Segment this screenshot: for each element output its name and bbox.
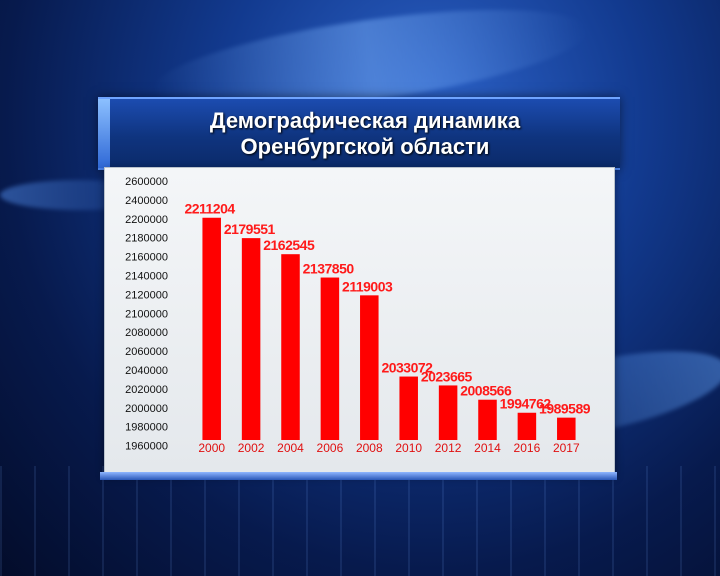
y-tick-label: 2180000 [125,233,168,245]
x-tick-label: 2010 [395,441,422,455]
bar [360,295,379,440]
y-tick-label: 2080000 [125,327,168,339]
x-tick-label: 2004 [277,441,304,455]
y-tick-label: 2060000 [125,346,168,358]
y-tick-label: 2120000 [125,289,168,301]
x-tick-label: 2006 [317,441,344,455]
data-label: 2033072 [381,360,433,376]
y-tick-label: 1980000 [125,422,168,434]
y-tick-label: 2160000 [125,252,168,264]
x-tick-label: 2012 [435,441,462,455]
x-tick-label: 2000 [198,441,225,455]
bar [399,376,418,440]
data-label: 2119003 [342,278,393,294]
chart-title-line-2: Оренбургской области [240,133,490,159]
title-accent [98,99,110,168]
bar [320,277,340,440]
title-bar: Демографическая динамика Оренбургской об… [98,97,620,170]
background-floor-lines [0,466,720,576]
bar [478,399,497,440]
chart-title: Демографическая динамика Оренбургской об… [110,99,620,168]
x-tick-label: 2002 [238,441,265,455]
x-tick-label: 2014 [474,441,501,455]
bar [517,412,537,440]
bar [241,238,261,440]
y-tick-label: 2600000 [125,176,168,188]
y-tick-label: 2140000 [125,271,168,283]
data-label: 1989589 [539,401,591,417]
data-label: 2023665 [421,368,473,384]
y-tick-label: 2100000 [125,308,168,320]
data-label: 1994762 [500,396,552,412]
y-tick-label: 2200000 [125,214,168,226]
chart-title-line-1: Демографическая динамика [209,107,521,133]
y-tick-label: 1960000 [125,441,168,453]
y-tick-label: 2000000 [125,403,168,415]
data-label: 2008566 [460,383,512,399]
data-label: 2137850 [303,261,355,277]
y-tick-label: 2040000 [125,365,168,377]
bar [281,254,300,440]
x-tick-label: 2017 [553,441,580,455]
data-label: 2179551 [224,221,276,237]
y-tick-label: 2400000 [125,195,168,207]
data-label: 2211204 [184,201,235,217]
bar [202,217,221,440]
data-label: 2162545 [263,237,315,253]
x-tick-label: 2008 [356,441,383,455]
chart-panel-base [100,472,617,480]
bar [438,385,458,440]
x-tick-label: 2016 [514,441,541,455]
y-tick-label: 2020000 [125,384,168,396]
bar [557,417,576,440]
